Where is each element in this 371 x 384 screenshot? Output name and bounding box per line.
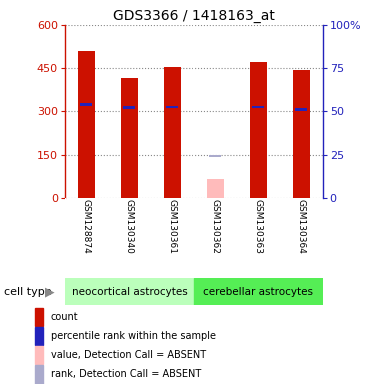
Bar	[35, 327, 43, 345]
Bar	[35, 365, 43, 384]
Bar	[78, 51, 95, 198]
Text: cell type: cell type	[4, 287, 51, 297]
Text: GSM130340: GSM130340	[125, 199, 134, 254]
Bar	[209, 155, 221, 157]
Text: GSM130364: GSM130364	[297, 199, 306, 254]
Text: rank, Detection Call = ABSENT: rank, Detection Call = ABSENT	[51, 369, 201, 379]
Bar	[35, 346, 43, 364]
Bar	[166, 106, 178, 108]
Bar	[124, 106, 135, 109]
Bar	[121, 78, 138, 198]
Bar	[81, 103, 92, 106]
Bar	[250, 62, 267, 198]
Text: cerebellar astrocytes: cerebellar astrocytes	[203, 287, 313, 297]
Title: GDS3366 / 1418163_at: GDS3366 / 1418163_at	[113, 8, 275, 23]
Bar	[194, 278, 323, 305]
Bar	[295, 109, 307, 111]
Text: GSM130362: GSM130362	[211, 199, 220, 254]
Text: value, Detection Call = ABSENT: value, Detection Call = ABSENT	[51, 350, 206, 360]
Text: neocortical astrocytes: neocortical astrocytes	[72, 287, 187, 297]
Bar	[35, 308, 43, 326]
Bar	[252, 106, 264, 108]
Text: count: count	[51, 312, 78, 322]
Text: GSM130361: GSM130361	[168, 199, 177, 254]
Bar	[207, 179, 224, 198]
Text: GSM128874: GSM128874	[82, 199, 91, 254]
Text: ▶: ▶	[45, 285, 55, 298]
Bar	[293, 70, 310, 198]
Bar	[65, 278, 194, 305]
Text: GSM130363: GSM130363	[254, 199, 263, 254]
Bar	[164, 67, 181, 198]
Text: percentile rank within the sample: percentile rank within the sample	[51, 331, 216, 341]
